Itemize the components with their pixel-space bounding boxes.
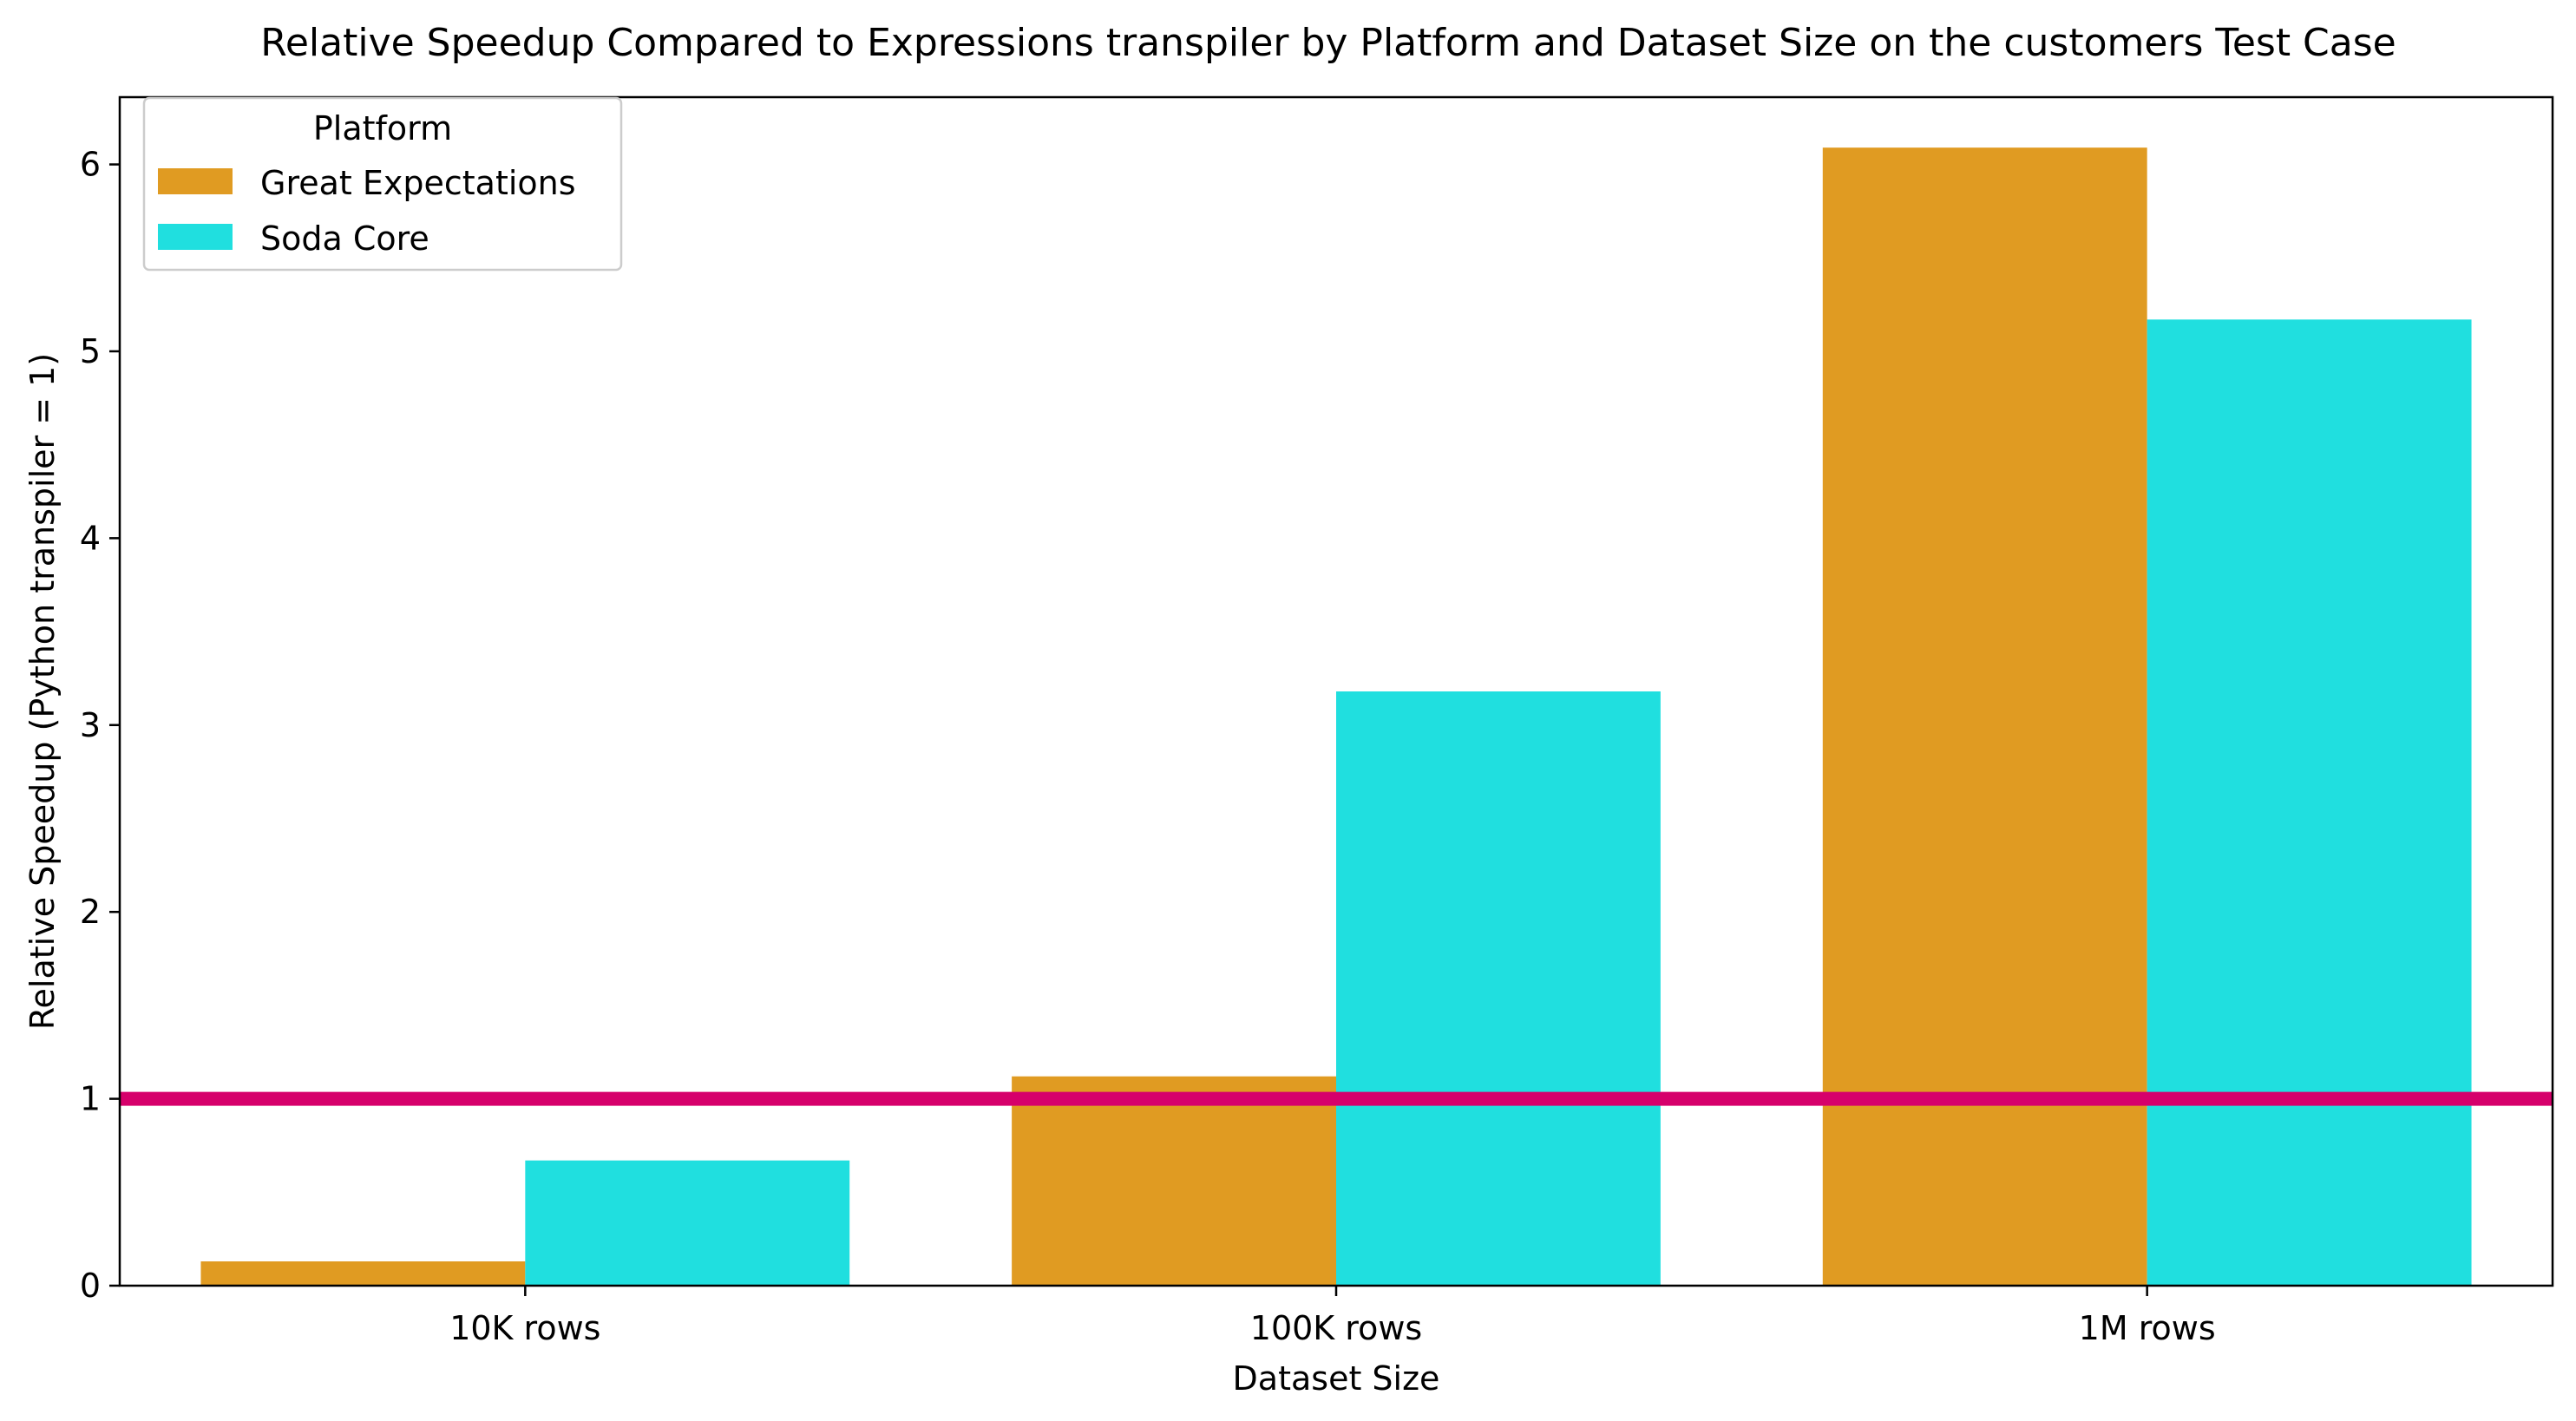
bar-great-expectations-100k-rows [1012,1076,1336,1286]
bar-soda-core-1m-rows [2147,319,2472,1287]
chart-title: Relative Speedup Compared to Expressions… [260,21,2396,65]
bar-soda-core-10k-rows [525,1160,850,1286]
x-tick-label: 100K rows [1250,1309,1422,1347]
bar-soda-core-100k-rows [1336,691,1661,1286]
x-tick-label: 1M rows [2079,1309,2216,1347]
y-tick-label: 6 [80,146,101,184]
y-tick-label: 4 [80,519,101,557]
legend-title: Platform [313,109,452,147]
y-axis: 0 1 2 3 4 5 6 [80,146,120,1305]
legend-swatch-great-expectations [158,168,233,194]
legend: Platform Great Expectations Soda Core [142,96,623,272]
x-tick-label: 10K rows [449,1309,600,1347]
legend-label-great-expectations: Great Expectations [260,164,576,202]
y-axis-label: Relative Speedup (Python transpiler = 1) [23,353,62,1030]
y-tick-label: 1 [80,1080,101,1118]
bar-great-expectations-10k-rows [200,1261,526,1286]
legend-frame [142,96,623,272]
y-tick-label: 2 [80,893,101,931]
legend-swatch-soda-core [158,224,233,250]
y-tick-label: 0 [80,1267,101,1305]
x-axis-label: Dataset Size [1233,1359,1440,1398]
legend-label-soda-core: Soda Core [260,219,429,258]
plot-frame [118,95,2554,1287]
bar-great-expectations-1m-rows [1822,147,2147,1286]
x-axis: 10K rows 100K rows 1M rows [449,1286,2216,1347]
bars [200,147,2472,1287]
y-tick-label: 5 [80,332,101,370]
y-tick-label: 3 [80,706,101,744]
